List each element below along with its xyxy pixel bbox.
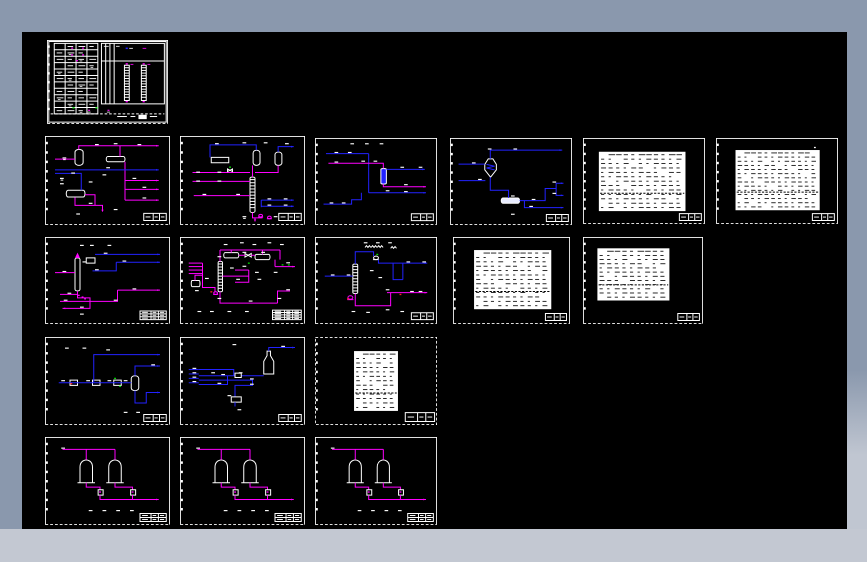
- sheet-legend[interactable]: [47, 40, 168, 124]
- sheet-drawing-flare-3: [315, 437, 437, 525]
- sheet-pid-1[interactable]: [45, 136, 170, 225]
- sheet-table-1[interactable]: [583, 138, 705, 224]
- sheet-drawing-table-4: [583, 237, 703, 324]
- sheet-table-2[interactable]: [716, 138, 838, 224]
- sheet-drawing-table-5: [315, 337, 437, 425]
- sheet-table-4[interactable]: [583, 237, 703, 324]
- sheet-flare-3[interactable]: [315, 437, 437, 525]
- drawing-canvas[interactable]: [22, 32, 847, 529]
- sheet-drawing-pid-1: [45, 136, 170, 225]
- sheet-pid-8[interactable]: [45, 337, 170, 425]
- sheet-drawing-flare-2: [180, 437, 305, 525]
- sheet-drawing-flare-1: [45, 437, 170, 525]
- sheet-drawing-pid-7: [315, 237, 437, 324]
- sheet-drawing-pid-4: [450, 138, 572, 225]
- bottom-gutter: [0, 529, 867, 562]
- sheet-pid-4[interactable]: [450, 138, 572, 225]
- sheet-drawing-table-3: [453, 237, 570, 324]
- sheet-flare-2[interactable]: [180, 437, 305, 525]
- sheet-table-5[interactable]: [315, 337, 437, 425]
- sheet-pid-2[interactable]: [180, 136, 305, 225]
- sheet-flare-1[interactable]: [45, 437, 170, 525]
- sheet-drawing-table-1: [583, 138, 705, 224]
- sheet-table-3[interactable]: [453, 237, 570, 324]
- sheet-drawing-pid-6: [180, 237, 305, 324]
- sheet-drawing-pid-5: [45, 237, 170, 324]
- right-gutter: [847, 0, 867, 529]
- sheet-drawing-legend: [47, 40, 168, 124]
- sheet-pid-3[interactable]: [315, 138, 437, 225]
- sheet-drawing-pid-8: [45, 337, 170, 425]
- sheet-pid-9[interactable]: [180, 337, 305, 425]
- sheet-pid-7[interactable]: [315, 237, 437, 324]
- sheet-drawing-pid-2: [180, 136, 305, 225]
- sheet-pid-5[interactable]: [45, 237, 170, 324]
- sheet-pid-6[interactable]: [180, 237, 305, 324]
- sheet-drawing-pid-9: [180, 337, 305, 425]
- sheet-drawing-table-2: [716, 138, 838, 224]
- sheet-drawing-pid-3: [315, 138, 437, 225]
